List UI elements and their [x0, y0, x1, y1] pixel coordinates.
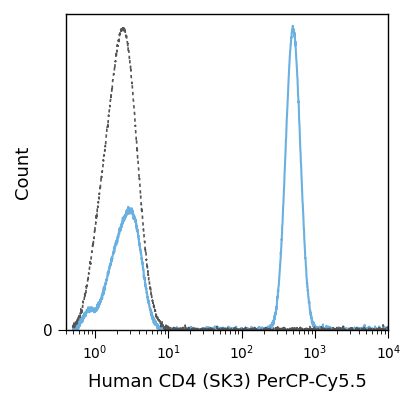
Y-axis label: Count: Count — [14, 145, 32, 199]
X-axis label: Human CD4 (SK3) PerCP-Cy5.5: Human CD4 (SK3) PerCP-Cy5.5 — [88, 373, 366, 391]
